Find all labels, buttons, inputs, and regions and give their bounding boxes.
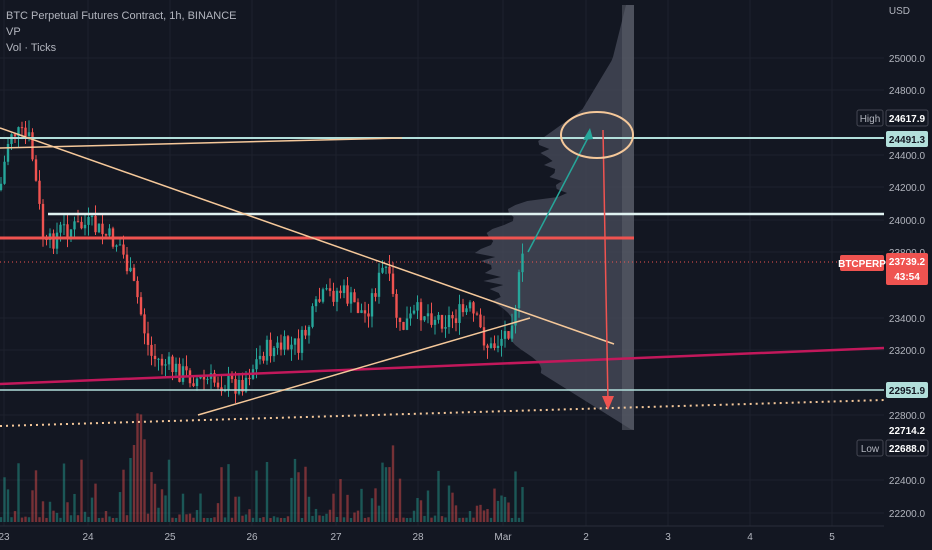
high-value: 24617.9 bbox=[889, 114, 926, 125]
chart-grid bbox=[0, 0, 884, 526]
symbol-tag: BTCPERP bbox=[838, 259, 886, 270]
descending-trendline bbox=[0, 127, 615, 345]
price-tags: High 24617.9 24491.3 BTCPERP 23739.2 43:… bbox=[838, 109, 929, 457]
indicator-vp[interactable]: VP bbox=[6, 26, 21, 38]
support-trendline bbox=[0, 346, 885, 386]
arrow-up-line bbox=[527, 133, 591, 253]
volume-profile bbox=[474, 5, 634, 430]
time-tick-label: 25 bbox=[164, 532, 176, 543]
last-price-tag: 23739.2 bbox=[889, 257, 926, 268]
bar-countdown: 43:54 bbox=[894, 272, 920, 283]
time-tick-label: 5 bbox=[829, 532, 835, 543]
price-tick-label: 23400.0 bbox=[889, 314, 926, 325]
volume-bars bbox=[0, 413, 524, 522]
level-tag-upper: 24491.3 bbox=[889, 135, 926, 146]
low-label: Low bbox=[861, 444, 880, 455]
time-tick-label: 26 bbox=[246, 532, 258, 543]
price-tick-label: 22200.0 bbox=[889, 509, 926, 520]
chart-legend: BTC Perpetual Futures Contract, 1h, BINA… bbox=[6, 8, 236, 56]
currency-label: USD bbox=[888, 6, 910, 17]
time-tick-label: 23 bbox=[0, 532, 10, 543]
time-tick-label: 28 bbox=[412, 532, 424, 543]
time-axis: 23 24 25 26 27 28 Mar 2 3 4 5 bbox=[0, 525, 884, 543]
level-tag-dotted: 22714.2 bbox=[889, 426, 926, 437]
high-label: High bbox=[860, 114, 881, 125]
arrow-up-head bbox=[583, 128, 593, 140]
price-tick-label: 24000.0 bbox=[889, 216, 926, 227]
ascending-trendline bbox=[197, 317, 531, 416]
level-tag-lower: 22951.9 bbox=[889, 386, 926, 397]
time-tick-label: 2 bbox=[583, 532, 589, 543]
price-tick-label: 24400.0 bbox=[889, 151, 926, 162]
time-tick-label: Mar bbox=[494, 532, 512, 543]
price-tick-label: 24200.0 bbox=[889, 183, 926, 194]
drawings bbox=[0, 111, 885, 427]
price-tick-label: 22800.0 bbox=[889, 411, 926, 422]
candlesticks bbox=[0, 120, 524, 404]
target-circle bbox=[560, 111, 634, 159]
time-tick-label: 3 bbox=[665, 532, 671, 543]
price-tick-label: 22400.0 bbox=[889, 476, 926, 487]
time-tick-label: 27 bbox=[330, 532, 342, 543]
time-tick-label: 4 bbox=[747, 532, 753, 543]
price-tick-label: 25000.0 bbox=[889, 54, 926, 65]
price-tick-label: 24800.0 bbox=[889, 86, 926, 97]
chart-title[interactable]: BTC Perpetual Futures Contract, 1h, BINA… bbox=[6, 10, 237, 22]
wedge-lower-line bbox=[0, 137, 403, 149]
arrow-down-line bbox=[602, 129, 609, 403]
indicator-volume[interactable]: Vol · Ticks bbox=[6, 42, 57, 54]
price-tick-label: 23200.0 bbox=[889, 346, 926, 357]
arrow-down-head bbox=[602, 396, 614, 410]
low-value: 22688.0 bbox=[889, 444, 926, 455]
dotted-support-line bbox=[0, 399, 885, 427]
time-tick-label: 24 bbox=[82, 532, 94, 543]
